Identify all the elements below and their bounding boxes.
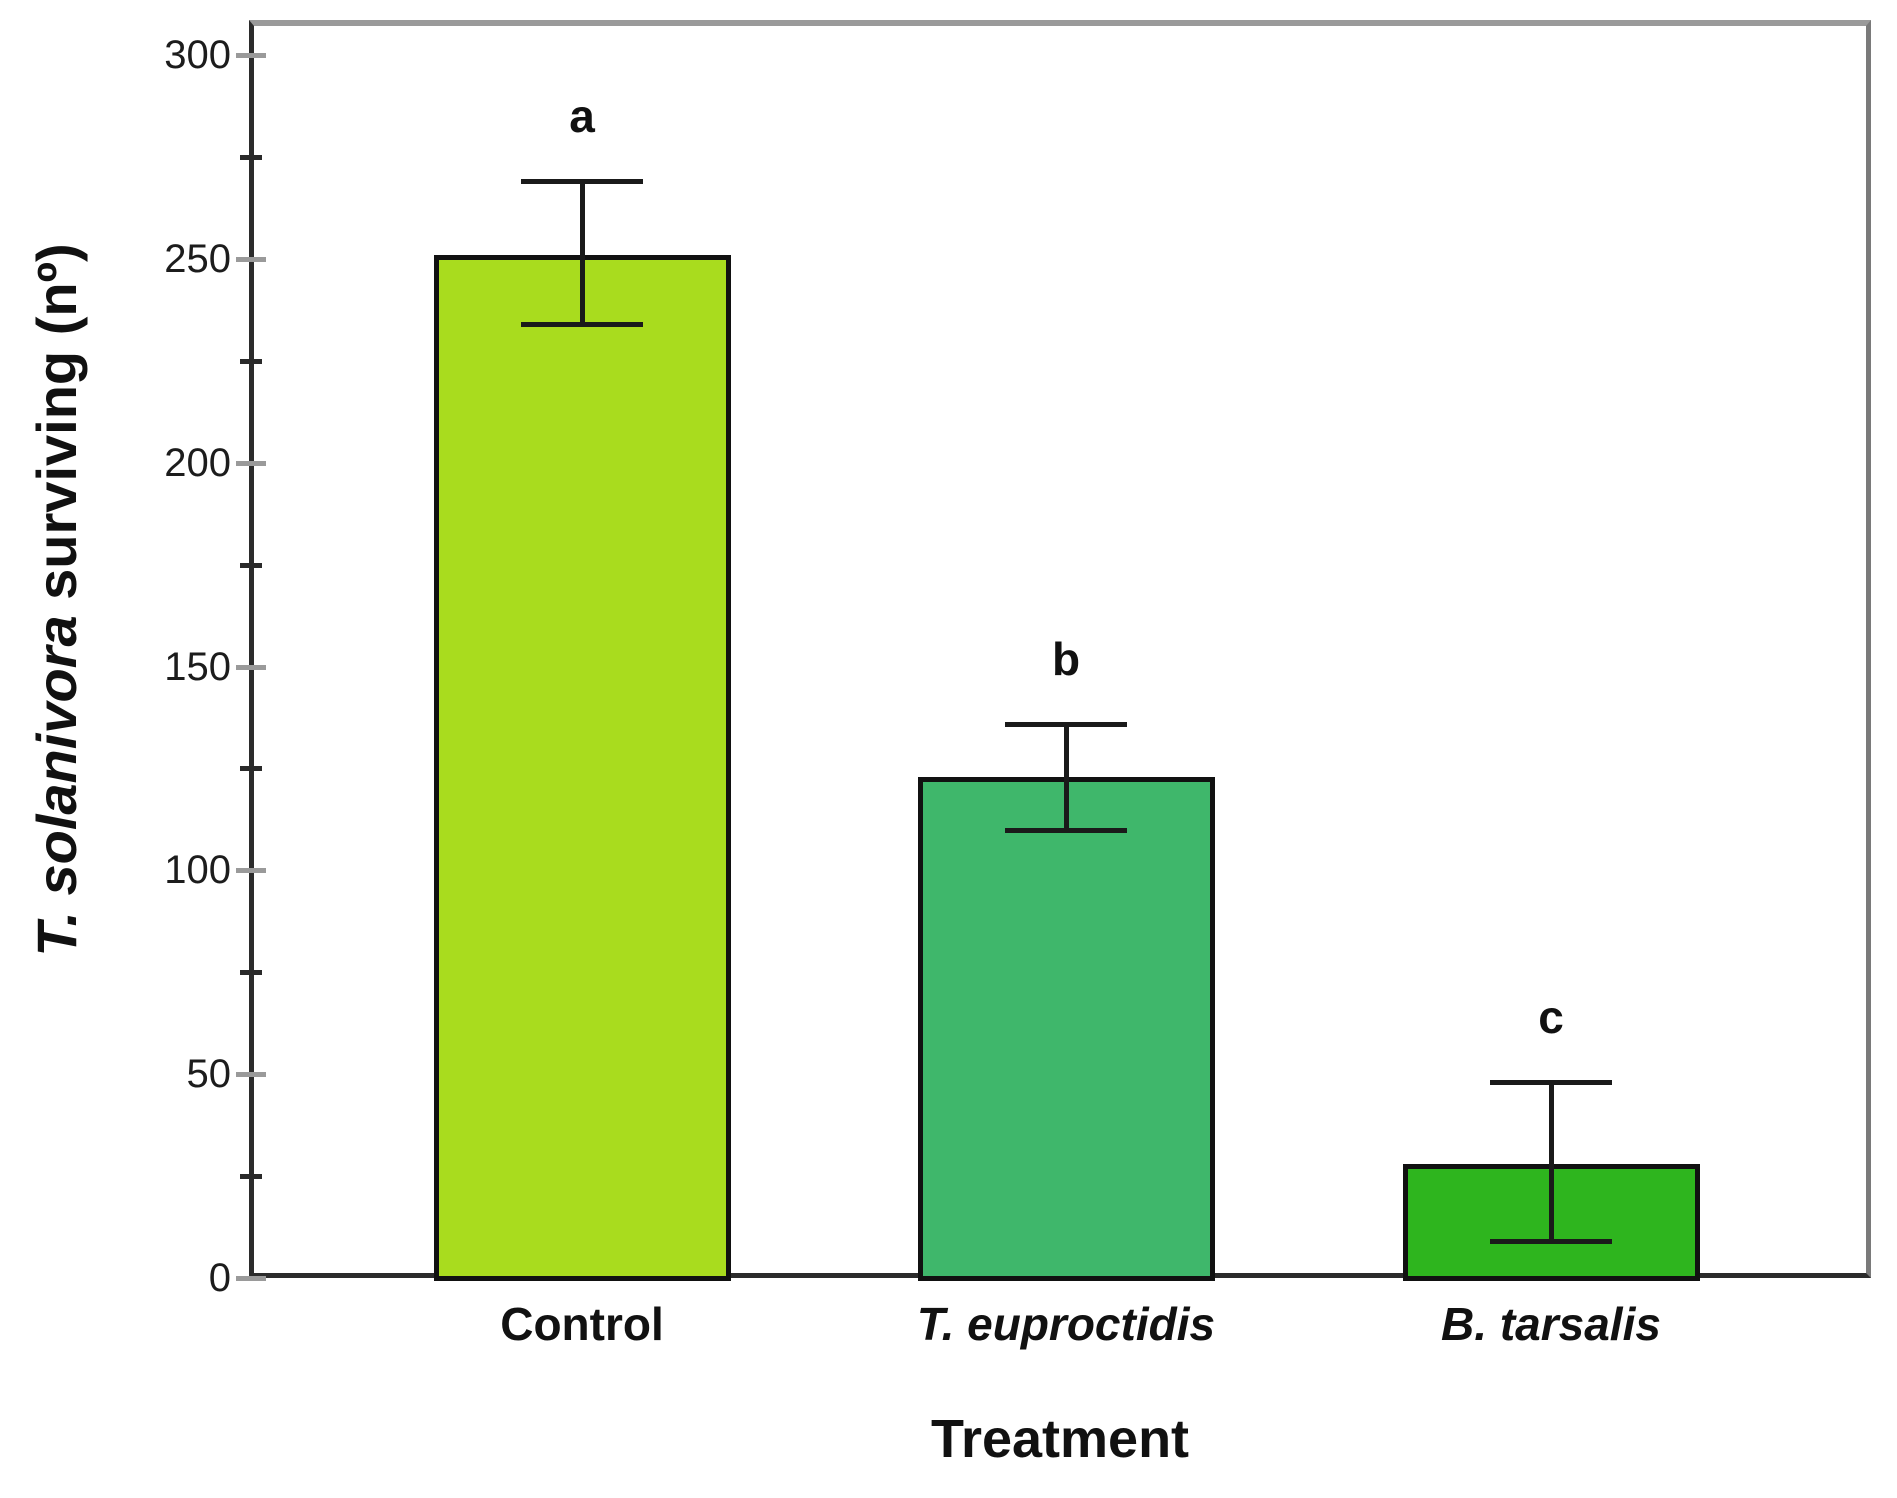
x-category-label: Control [500,1298,664,1350]
y-tick-label: 150 [164,644,231,689]
error-bar-cap-upper [1005,721,1127,727]
x-category-label: T. euproctidis [916,1298,1216,1350]
error-bar-cap-upper [521,179,643,185]
error-bar-cap-lower [521,322,643,328]
y-tick-label: 250 [164,236,231,281]
y-minor-tick [240,766,262,772]
y-minor-tick [240,154,262,160]
error-bar-stem [1064,723,1069,830]
error-bar-stem [1549,1082,1554,1242]
error-bar-cap-lower [1005,827,1127,833]
y-major-tick [236,1276,266,1281]
y-major-tick [236,868,266,874]
sig-letter: b [1051,632,1081,685]
sig-letter: a [569,90,595,143]
error-bar-cap-upper [1490,1080,1612,1086]
y-major-tick [236,664,266,670]
error-bar-cap-lower [1490,1239,1612,1245]
y-minor-tick [240,970,262,976]
y-axis-title-rest: surviving (nº) [25,243,88,616]
y-minor-tick [240,1174,262,1180]
y-tick-label: 300 [164,33,231,77]
error-bar-stem [580,181,585,325]
y-minor-tick [240,562,262,568]
x-axis-title: Treatment [930,1409,1190,1469]
y-major-tick [236,256,266,262]
y-axis-title: T. solanivora surviving (nº) [17,100,97,1100]
bar [433,254,731,1281]
y-major-tick [236,1072,266,1078]
y-tick-label: 50 [186,1052,232,1097]
y-major-tick [236,460,266,466]
y-minor-tick [240,358,262,364]
y-axis-title-species: T. solanivora [25,615,88,957]
y-tick-label: 200 [164,440,231,485]
y-major-tick [236,53,266,58]
y-tick-label: 100 [164,848,231,893]
y-tick-label: 0 [208,1256,231,1300]
x-category-label: B. tarsalis [1441,1298,1661,1350]
bar [917,776,1215,1281]
sig-letter: c [1538,991,1564,1044]
